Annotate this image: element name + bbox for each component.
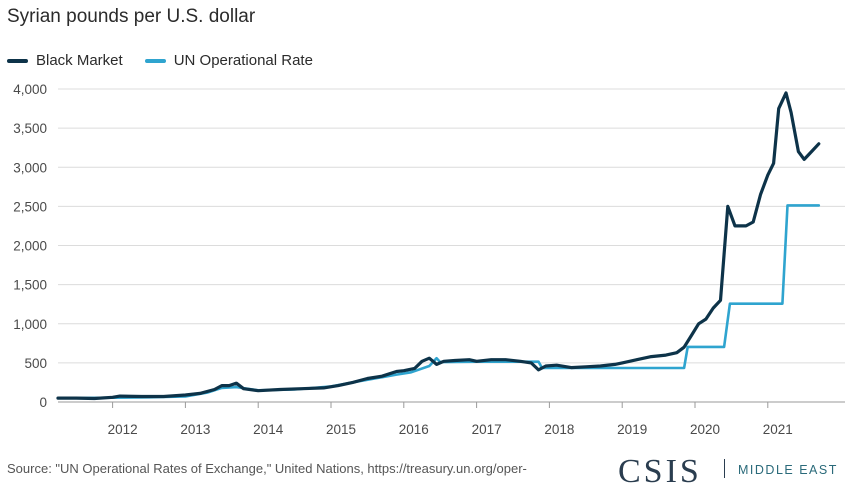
x-tick-label: 2020 (690, 422, 720, 437)
x-tick-label: 2018 (544, 422, 574, 437)
exchange-rate-chart: 05001,0001,5002,0002,5003,0003,5004,000 … (13, 82, 845, 437)
y-tick-label: 1,500 (13, 278, 47, 293)
logo-subtitle: MIDDLE EAST (738, 463, 838, 477)
y-tick-label: 4,000 (13, 82, 47, 97)
y-tick-label: 1,000 (13, 317, 47, 332)
csis-logo: CSIS (618, 453, 702, 490)
grid-lines (58, 88, 845, 403)
legend-label-un-rate: UN Operational Rate (173, 52, 313, 69)
x-tick-label: 2015 (326, 422, 356, 437)
legend-item-un-rate: UN Operational Rate (144, 52, 313, 69)
y-tick-label: 2,500 (13, 199, 47, 214)
y-tick-label: 3,000 (13, 160, 47, 175)
x-tick-label: 2014 (253, 422, 284, 437)
series-line-black-market (56, 91, 821, 401)
y-tick-label: 500 (24, 356, 47, 371)
series-line-un-rate (56, 204, 821, 400)
y-tick-label: 2,000 (13, 239, 47, 254)
legend-item-black-market: Black Market (7, 52, 123, 69)
chart-title: Syrian pounds per U.S. dollar (7, 6, 256, 27)
legend-label-black-market: Black Market (36, 52, 123, 69)
series-lines (56, 91, 821, 401)
y-axis-ticks: 0 500 1,000 1,500 2,000 2,500 3,000 3,500 4,000 (13, 82, 47, 410)
logo-divider (724, 459, 725, 478)
x-tick-label: 2021 (763, 422, 793, 437)
legend-swatch-un-rate (144, 58, 166, 63)
source-note: Source: "UN Operational Rates of Exchang… (7, 461, 527, 476)
x-tick-label: 2012 (108, 422, 138, 437)
x-axis-ticks: 2012 2013 2014 2015 2016 2017 2018 2019 2020 2021 (108, 402, 793, 437)
chart-legend: Black Market UN Operational Rate (7, 52, 335, 69)
y-tick-label: 3,500 (13, 121, 47, 136)
legend-swatch-black-market (7, 58, 28, 63)
x-tick-label: 2013 (180, 422, 210, 437)
x-tick-label: 2017 (472, 422, 502, 437)
y-tick-label: 0 (39, 395, 47, 410)
x-tick-label: 2019 (617, 422, 647, 437)
x-tick-label: 2016 (399, 422, 429, 437)
